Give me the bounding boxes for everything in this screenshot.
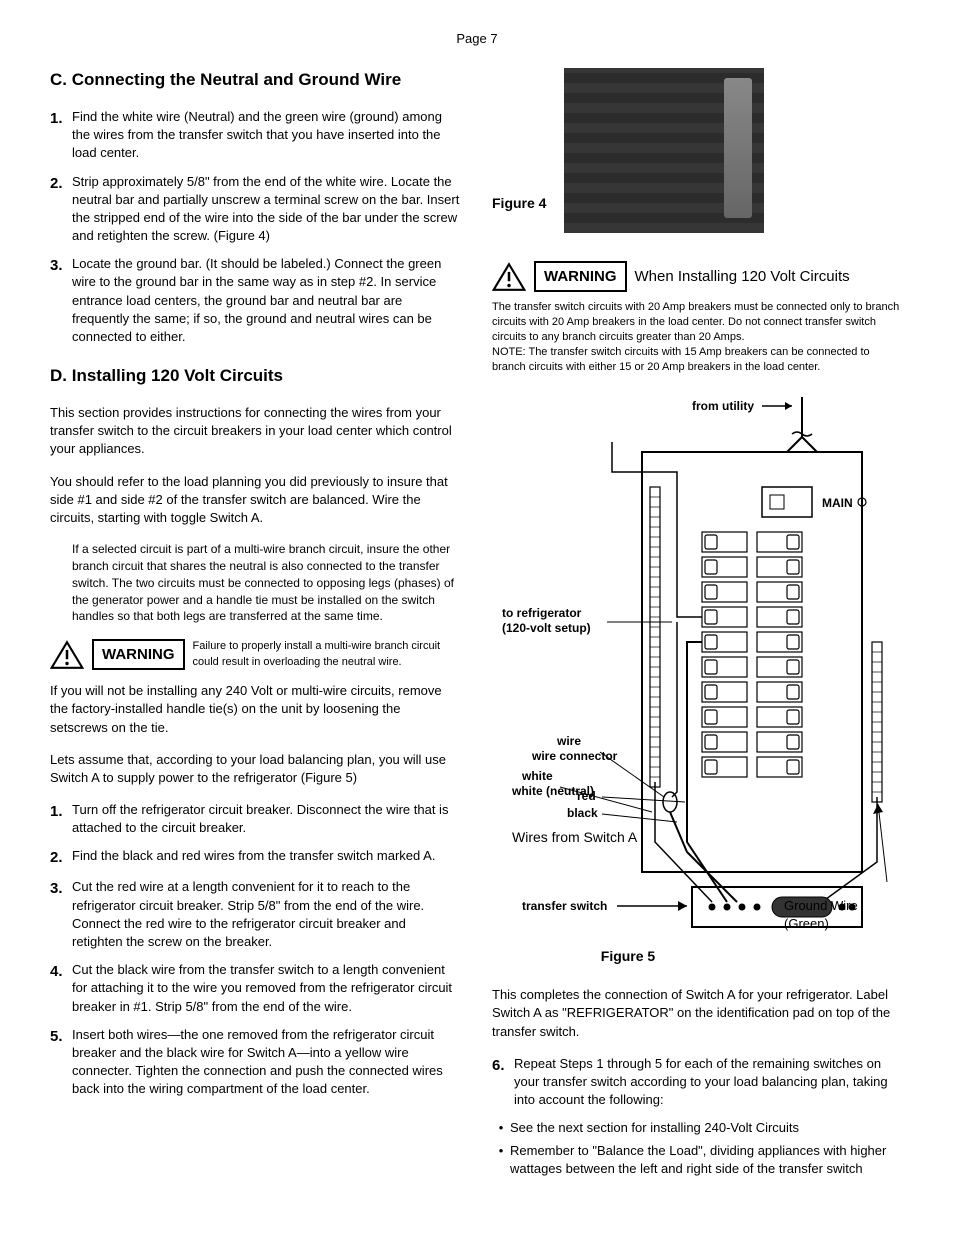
- label-wires-from: Wires from Switch A: [512, 829, 638, 845]
- warning-2: WARNING When Installing 120 Volt Circuit…: [492, 261, 904, 292]
- warning-label: WARNING: [534, 261, 627, 292]
- label-wire: wire: [556, 734, 581, 748]
- step-number: 2.: [50, 847, 72, 868]
- label-connector: wire connector: [531, 749, 618, 763]
- step-text: Turn off the refrigerator circuit breake…: [72, 801, 460, 837]
- label-white: white: [521, 769, 553, 783]
- warning-triangle-icon: [50, 640, 84, 670]
- step-text: Repeat Steps 1 through 5 for each of the…: [514, 1055, 904, 1110]
- step-number: 4.: [50, 961, 72, 1016]
- label-transfer-switch: transfer switch: [522, 899, 607, 913]
- warning-triangle-icon: [492, 262, 526, 292]
- step-text: Find the black and red wires from the tr…: [72, 847, 460, 868]
- page-number: Page 7: [50, 30, 904, 48]
- completion-text: This completes the connection of Switch …: [492, 986, 904, 1041]
- label-red: red: [577, 789, 596, 803]
- bullet-text: Remember to "Balance the Load", dividing…: [510, 1142, 904, 1178]
- after-warning: If you will not be installing any 240 Vo…: [50, 682, 460, 737]
- bullet-icon: •: [492, 1119, 510, 1137]
- figure-4-image: [564, 68, 764, 233]
- step-6: 6.Repeat Steps 1 through 5 for each of t…: [492, 1055, 904, 1110]
- label-main: MAIN: [822, 496, 853, 510]
- warning-text: Failure to properly install a multi-wire…: [193, 639, 461, 670]
- section-d-indent-note: If a selected circuit is part of a multi…: [72, 541, 460, 625]
- warning-note: NOTE: The transfer switch circuits with …: [492, 346, 870, 373]
- figure-5-caption: Figure 5: [601, 948, 655, 964]
- warning-para: The transfer switch circuits with 20 Amp…: [492, 301, 899, 343]
- warning-subhead: When Installing 120 Volt Circuits: [635, 266, 905, 287]
- step-text: Insert both wires—the one removed from t…: [72, 1026, 460, 1099]
- section-c-title: C. Connecting the Neutral and Ground Wir…: [50, 68, 460, 92]
- figure-4: Figure 4: [492, 68, 904, 233]
- warning-label: WARNING: [92, 639, 185, 670]
- step-text: Strip approximately 5/8" from the end of…: [72, 173, 460, 246]
- label-ground-wire: Ground Wire (Green): [784, 898, 858, 931]
- step-number: 1.: [50, 801, 72, 837]
- warning-note-block: The transfer switch circuits with 20 Amp…: [492, 300, 904, 374]
- step-number: 2.: [50, 173, 72, 246]
- step-text: Find the white wire (Neutral) and the gr…: [72, 108, 460, 163]
- left-column: C. Connecting the Neutral and Ground Wir…: [50, 68, 460, 1182]
- label-to-refrigerator: to refrigerator: [502, 606, 582, 620]
- step-number: 3.: [50, 878, 72, 951]
- right-column: Figure 4 WARNING When Installing 120 Vol…: [492, 68, 904, 1182]
- label-from-utility: from utility: [692, 399, 754, 413]
- section-c-steps: 1.Find the white wire (Neutral) and the …: [50, 108, 460, 346]
- step-number: 6.: [492, 1055, 514, 1110]
- bullet-icon: •: [492, 1142, 510, 1178]
- step-text: Cut the red wire at a length convenient …: [72, 878, 460, 951]
- section-d-title: D. Installing 120 Volt Circuits: [50, 364, 460, 388]
- step-number: 3.: [50, 255, 72, 346]
- assume-text: Lets assume that, according to your load…: [50, 751, 460, 787]
- section-d-intro2: You should refer to the load planning yo…: [50, 473, 460, 528]
- bullet-text: See the next section for installing 240-…: [510, 1119, 904, 1137]
- figure-5: from utility: [492, 392, 904, 966]
- step-number: 5.: [50, 1026, 72, 1099]
- section-d-steps: 1.Turn off the refrigerator circuit brea…: [50, 801, 460, 1098]
- figure-4-label: Figure 4: [492, 194, 546, 214]
- figure-5-diagram: from utility: [492, 392, 902, 937]
- bullet-list: •See the next section for installing 240…: [492, 1119, 904, 1178]
- label-black: black: [567, 806, 598, 820]
- step-text: Locate the ground bar. (It should be lab…: [72, 255, 460, 346]
- warning-1: WARNING Failure to properly install a mu…: [50, 639, 460, 670]
- section-d-intro1: This section provides instructions for c…: [50, 404, 460, 459]
- step-text: Cut the black wire from the transfer swi…: [72, 961, 460, 1016]
- main-columns: C. Connecting the Neutral and Ground Wir…: [50, 68, 904, 1182]
- step-number: 1.: [50, 108, 72, 163]
- label-setup: (120-volt setup): [502, 621, 591, 635]
